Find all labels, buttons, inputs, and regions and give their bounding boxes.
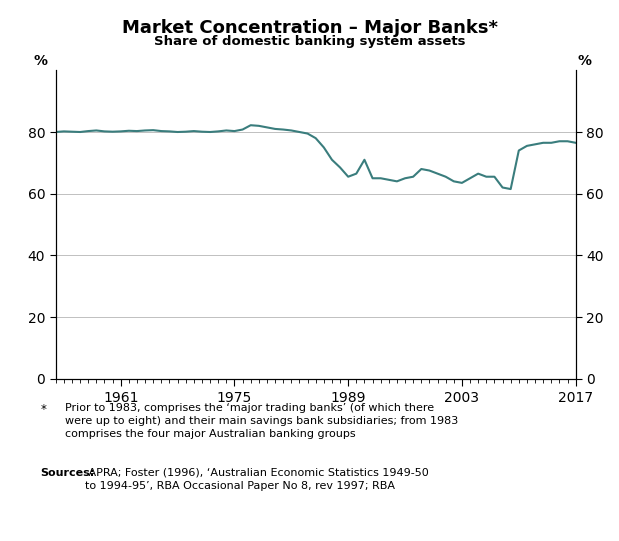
Text: Prior to 1983, comprises the ‘major trading banks’ (of which there
were up to ei: Prior to 1983, comprises the ‘major trad… (65, 403, 458, 439)
Text: *: * (40, 403, 46, 416)
Text: Share of domestic banking system assets: Share of domestic banking system assets (154, 35, 465, 48)
Text: %: % (578, 54, 592, 68)
Text: %: % (33, 54, 47, 68)
Text: Market Concentration – Major Banks*: Market Concentration – Major Banks* (121, 19, 498, 37)
Text: Sources:: Sources: (40, 468, 95, 478)
Text: APRA; Foster (1996), ‘Australian Economic Statistics 1949-50
to 1994-95’, RBA Oc: APRA; Foster (1996), ‘Australian Economi… (85, 468, 429, 491)
